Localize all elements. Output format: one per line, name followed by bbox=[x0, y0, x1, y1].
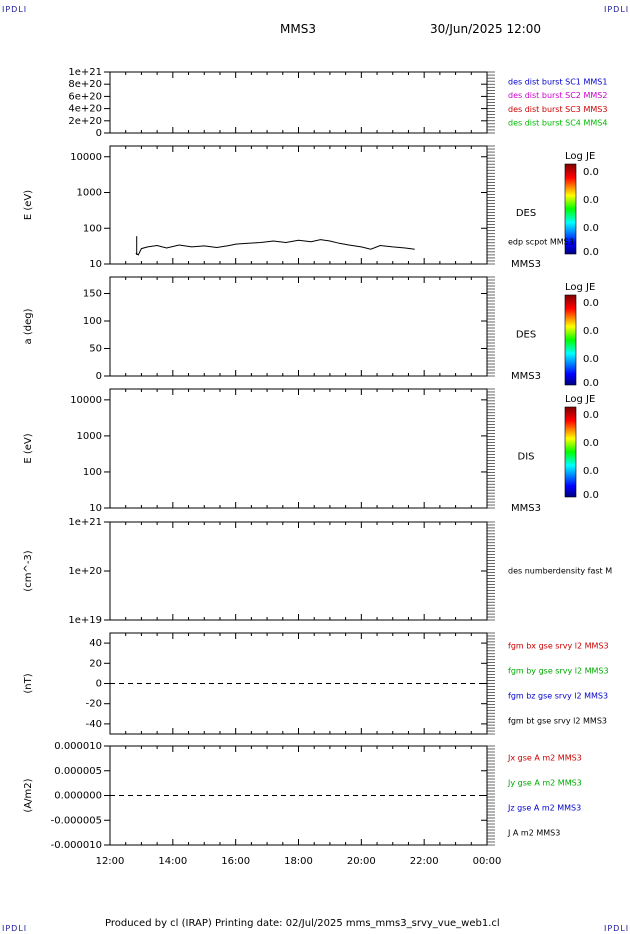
instrument-label: DES bbox=[516, 208, 536, 219]
time-tick-label: 22:00 bbox=[410, 856, 439, 867]
panel-frame bbox=[109, 388, 488, 509]
panel-frame bbox=[109, 145, 488, 265]
y-tick-label: 1000 bbox=[77, 431, 102, 442]
y-tick-label: 0 bbox=[96, 679, 102, 690]
colorbar-label: 0.0 bbox=[583, 167, 599, 178]
time-tick-label: 14:00 bbox=[158, 856, 187, 867]
y-axis-label: E (eV) bbox=[23, 433, 34, 463]
colorbar-label: 0.0 bbox=[583, 195, 599, 206]
y-tick-label: 1e+19 bbox=[68, 615, 102, 626]
y-tick-label: 0.000010 bbox=[54, 741, 102, 752]
corner-label-top-left: IPDLI bbox=[2, 5, 28, 14]
panel-frame bbox=[109, 276, 488, 377]
y-tick-label: 10000 bbox=[70, 395, 102, 406]
y-tick-label: 0 bbox=[96, 128, 102, 139]
legend-entry: fgm bz gse srvy l2 MMS3 bbox=[508, 692, 608, 701]
colorbar bbox=[564, 294, 577, 386]
y-tick-label: 150 bbox=[83, 289, 102, 300]
colorbar-label: 0.0 bbox=[583, 490, 599, 501]
y-tick-label: 10000 bbox=[70, 152, 102, 163]
legend-entry: J A m2 MMS3 bbox=[507, 829, 560, 838]
y-tick-label: 100 bbox=[83, 316, 102, 327]
y-tick-label: 8e+20 bbox=[68, 79, 102, 90]
y-tick-label: 0 bbox=[96, 371, 102, 382]
colorbar-label: 0.0 bbox=[583, 378, 599, 389]
y-tick-label: 10 bbox=[89, 503, 102, 514]
overlay-label: edp scpot MMS3 bbox=[508, 237, 574, 246]
y-axis-label: a (deg) bbox=[23, 308, 34, 344]
colorbar-label: 0.0 bbox=[583, 466, 599, 477]
y-tick-label: 20 bbox=[89, 658, 102, 669]
scpot-line bbox=[135, 239, 415, 256]
y-tick-label: 10 bbox=[89, 259, 102, 270]
y-tick-label: 1e+21 bbox=[68, 517, 102, 528]
instrument-label: DES bbox=[516, 330, 536, 341]
colorbar bbox=[564, 163, 577, 255]
legend-entry: des dist burst SC4 MMS4 bbox=[508, 119, 607, 128]
y-tick-label: 50 bbox=[89, 344, 102, 355]
y-tick-label: 2e+20 bbox=[68, 116, 102, 127]
panel-frame bbox=[109, 521, 488, 621]
instrument-label: DIS bbox=[518, 452, 535, 463]
legend-entry: des numberdensity fast M bbox=[508, 567, 612, 576]
legend-entry: fgm bx gse srvy l2 MMS3 bbox=[508, 642, 609, 651]
colorbar-label: 0.0 bbox=[583, 247, 599, 258]
panel-frame bbox=[109, 71, 488, 134]
y-tick-label: 1e+20 bbox=[68, 566, 102, 577]
y-tick-label: 0.000005 bbox=[54, 766, 102, 777]
corner-label-bottom-right: IPDLI bbox=[604, 924, 630, 933]
legend-entry: des dist burst SC3 MMS3 bbox=[508, 105, 607, 114]
y-tick-label: 40 bbox=[89, 638, 102, 649]
time-tick-label: 12:00 bbox=[96, 856, 125, 867]
legend-entry: Jx gse A m2 MMS3 bbox=[507, 754, 582, 763]
spacecraft-label: MMS3 bbox=[511, 371, 541, 382]
y-tick-label: -40 bbox=[86, 719, 102, 730]
legend-entry: fgm bt gse srvy l2 MMS3 bbox=[508, 717, 607, 726]
spacecraft-label: MMS3 bbox=[511, 259, 541, 270]
colorbar-label: 0.0 bbox=[583, 354, 599, 365]
y-axis-label: (cm^-3) bbox=[23, 550, 34, 591]
time-tick-label: 00:00 bbox=[473, 856, 502, 867]
y-tick-label: 100 bbox=[83, 223, 102, 234]
legend-entry: des dist burst SC2 MMS2 bbox=[508, 91, 607, 100]
y-tick-label: -20 bbox=[86, 699, 102, 710]
colorbar bbox=[564, 406, 577, 498]
y-axis-label: (nT) bbox=[23, 673, 34, 693]
y-tick-label: -0.000005 bbox=[51, 815, 102, 826]
corner-label-bottom-left: IPDLI bbox=[2, 924, 28, 933]
time-tick-label: 18:00 bbox=[284, 856, 313, 867]
footer-credit: Produced by cl (IRAP) Printing date: 02/… bbox=[105, 918, 500, 929]
legend-entry: fgm by gse srvy l2 MMS3 bbox=[508, 667, 609, 676]
y-tick-label: 100 bbox=[83, 467, 102, 478]
y-axis-label: E (eV) bbox=[23, 190, 34, 220]
colorbar-label: 0.0 bbox=[583, 326, 599, 337]
y-tick-label: 1e+21 bbox=[68, 67, 102, 78]
spacecraft-title: MMS3 bbox=[280, 22, 316, 36]
time-tick-label: 20:00 bbox=[347, 856, 376, 867]
y-tick-label: -0.000010 bbox=[51, 840, 102, 851]
y-tick-label: 1000 bbox=[77, 188, 102, 199]
colorbar-title: Log JE bbox=[565, 282, 595, 293]
legend-entry: Jz gse A m2 MMS3 bbox=[507, 804, 581, 813]
spacecraft-label: MMS3 bbox=[511, 503, 541, 514]
colorbar-label: 0.0 bbox=[583, 223, 599, 234]
time-tick-label: 16:00 bbox=[221, 856, 250, 867]
datetime-title: 30/Jun/2025 12:00 bbox=[430, 22, 542, 36]
y-axis-label: (A/m2) bbox=[23, 778, 34, 812]
y-tick-label: 6e+20 bbox=[68, 91, 102, 102]
y-tick-label: 0.000000 bbox=[54, 791, 102, 802]
legend-entry: des dist burst SC1 MMS1 bbox=[508, 78, 607, 87]
legend-entry: Jy gse A m2 MMS3 bbox=[507, 779, 582, 788]
colorbar-label: 0.0 bbox=[583, 410, 599, 421]
colorbar-title: Log JE bbox=[565, 151, 595, 162]
colorbar-label: 0.0 bbox=[583, 298, 599, 309]
corner-label-top-right: IPDLI bbox=[604, 5, 630, 14]
colorbar-title: Log JE bbox=[565, 394, 595, 405]
colorbar-label: 0.0 bbox=[583, 438, 599, 449]
y-tick-label: 4e+20 bbox=[68, 104, 102, 115]
